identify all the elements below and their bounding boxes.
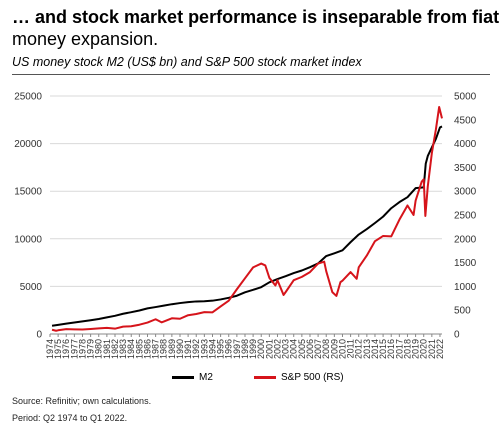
right-tick-label: 5000 (454, 92, 477, 103)
x-tick-label: 1975 (53, 339, 63, 359)
sp500-series-line (51, 105, 443, 332)
x-tick-label: 1983 (118, 339, 128, 359)
right-tick-label: 4000 (454, 139, 477, 150)
legend-item-sp500: S&P 500 (RS) (254, 372, 344, 383)
x-tick-label: 2012 (354, 339, 364, 359)
x-tick-label: 1997 (232, 339, 242, 359)
x-tick-label: 2009 (329, 339, 339, 359)
x-tick-label: 1979 (86, 339, 96, 359)
chart-title-line2: money expansion. (12, 29, 159, 49)
x-tick-label: 1999 (248, 339, 258, 359)
x-tick-label: 2003 (281, 339, 291, 359)
chart-legend: M2 S&P 500 (RS) (0, 372, 500, 386)
chart-title-line1: … and stock market performance is insepa… (12, 7, 500, 27)
chart-svg: 0 5000 10000 15000 20000 25000 0 500 1000 1500 200… (14, 92, 477, 360)
right-tick-label: 2500 (454, 211, 477, 222)
right-tick-label: 4500 (454, 115, 477, 126)
x-tick-label: 1994 (207, 339, 217, 359)
left-tick-label: 20000 (14, 139, 42, 150)
x-tick-label: 2001 (264, 339, 274, 359)
x-tick-label: 2019 (411, 339, 421, 359)
legend-swatch-m2 (172, 376, 194, 379)
x-tick-label: 2020 (419, 339, 429, 359)
right-tick-label: 3500 (454, 163, 477, 174)
left-tick-label: 25000 (14, 92, 42, 103)
left-tick-label: 0 (36, 330, 42, 341)
x-tick-label: 2007 (313, 339, 323, 359)
x-tick-label: 1992 (191, 339, 201, 359)
x-tick-label: 2017 (394, 339, 404, 359)
title-divider (12, 74, 490, 75)
x-tick-label: 2016 (386, 339, 396, 359)
x-tick-label: 1984 (126, 339, 136, 359)
right-tick-label: 3000 (454, 187, 477, 198)
period-note: Period: Q2 1974 to Q1 2022. (12, 413, 128, 423)
x-tick-label: 1974 (45, 339, 55, 359)
right-tick-label: 1500 (454, 258, 477, 269)
x-tick-label: 1986 (142, 339, 152, 359)
left-tick-label: 5000 (20, 282, 43, 293)
left-tick-label: 15000 (14, 187, 42, 198)
x-tick-label: 2021 (427, 339, 437, 359)
legend-label-sp500: S&P 500 (RS) (281, 372, 344, 383)
x-tick-label: 2010 (337, 339, 347, 359)
x-tick-label: 1982 (110, 339, 120, 359)
title-block: … and stock market performance is insepa… (12, 6, 500, 50)
x-tick-label: 1987 (151, 339, 161, 359)
x-tick-label: 2014 (370, 339, 380, 359)
source-note: Source: Refinitiv; own calculations. (12, 396, 152, 406)
x-tick-label: 1981 (102, 339, 112, 359)
chart-subtitle: US money stock M2 (US$ bn) and S&P 500 s… (12, 55, 362, 69)
x-tick-label: 2008 (321, 339, 331, 359)
x-tick-label: 1976 (61, 339, 71, 359)
x-tick-label: 1985 (134, 339, 144, 359)
x-tick-label: 2002 (272, 339, 282, 359)
right-tick-label: 500 (454, 306, 471, 317)
x-tick-label: 1990 (175, 339, 185, 359)
right-tick-label: 1000 (454, 282, 477, 293)
x-tick-label: 2006 (305, 339, 315, 359)
right-tick-label: 0 (454, 330, 460, 341)
x-tick-label: 1995 (216, 339, 226, 359)
x-tick-label: 1978 (77, 339, 87, 359)
x-tick-label: 1989 (167, 339, 177, 359)
x-tick-label: 1991 (183, 339, 193, 359)
x-tick-label: 2015 (378, 339, 388, 359)
x-tick-label: 2011 (346, 339, 356, 358)
x-tick-label: 1988 (159, 339, 169, 359)
x-tick-label: 2005 (297, 339, 307, 359)
x-tick-label: 2000 (256, 339, 266, 359)
x-tick-label: 2018 (402, 339, 412, 359)
x-tick-label: 1993 (199, 339, 209, 359)
legend-item-m2: M2 (172, 372, 213, 383)
legend-swatch-sp500 (254, 376, 276, 379)
legend-label-m2: M2 (199, 372, 213, 383)
x-tick-label: 2022 (435, 339, 445, 359)
x-tick-label: 1977 (69, 339, 79, 359)
right-tick-label: 2000 (454, 234, 477, 245)
x-tick-label: 2013 (362, 339, 372, 359)
m2-series-line (51, 125, 443, 327)
x-tick-label: 1980 (94, 339, 104, 359)
x-tick-label: 2004 (289, 339, 299, 359)
x-tick-label: 1998 (240, 339, 250, 359)
left-tick-label: 10000 (14, 234, 42, 245)
x-tick-label: 1996 (224, 339, 234, 359)
